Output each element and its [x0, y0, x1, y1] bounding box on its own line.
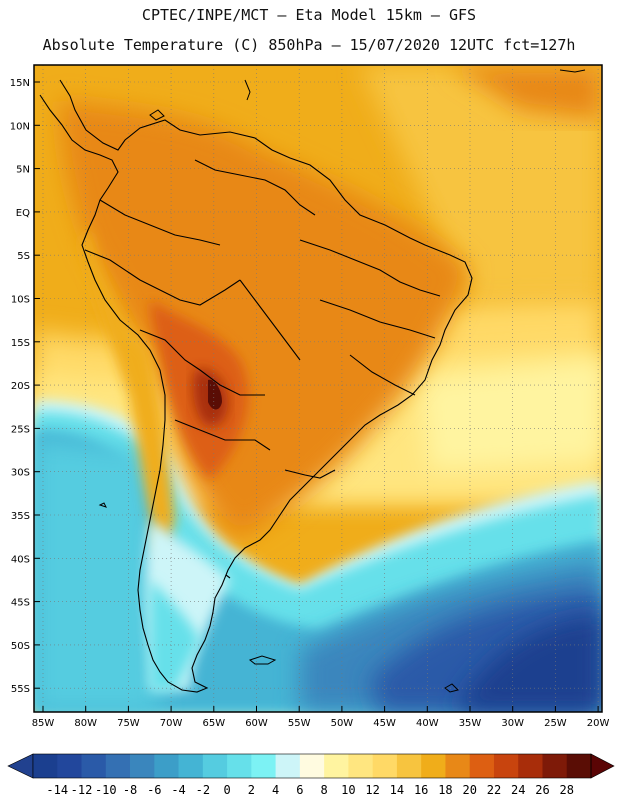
colorbar-swatch — [81, 754, 107, 778]
colorbar-swatch — [518, 754, 543, 778]
lon-label: 35W — [459, 718, 482, 729]
lon-label: 30W — [501, 718, 524, 729]
lat-label: 30S — [11, 468, 30, 479]
lat-label: 40S — [11, 554, 30, 565]
lon-label: 80W — [74, 718, 97, 729]
lon-label: 85W — [32, 718, 55, 729]
colorbar-tick-label: 18 — [438, 783, 452, 797]
colorbar-tick-label: 4 — [272, 783, 279, 797]
colorbar-swatch — [469, 754, 495, 778]
title-line-1: CPTEC/INPE/MCT – Eta Model 15km – GFS — [141, 6, 477, 24]
colorbar-swatch — [202, 754, 228, 778]
colorbar-tick-label: 16 — [414, 783, 428, 797]
lat-label: 5N — [16, 165, 30, 176]
colorbar-tick-label: 10 — [341, 783, 355, 797]
islands — [98, 69, 586, 693]
lat-label: 25S — [11, 424, 30, 435]
lat-label: 15S — [11, 338, 30, 349]
lat-label: 20S — [11, 381, 30, 392]
colorbar-tick-label: 28 — [560, 783, 574, 797]
lon-label: 60W — [245, 718, 268, 729]
colorbar-tick-label: 8 — [321, 783, 328, 797]
colorbar-tick-label: 22 — [487, 783, 501, 797]
colorbar-swatch — [178, 754, 204, 778]
lon-label: 70W — [160, 718, 183, 729]
colorbar-swatch — [251, 754, 277, 778]
colorbar-tick-label: 20 — [462, 783, 476, 797]
colorbar-swatch — [324, 754, 349, 778]
lon-label: 25W — [544, 718, 567, 729]
colorbar-tick-label: 12 — [365, 783, 379, 797]
colorbar-low-arrow — [7, 753, 34, 779]
colorbar-tick-label: 6 — [296, 783, 303, 797]
lat-label: 5S — [17, 251, 30, 262]
lon-label: 50W — [331, 718, 354, 729]
lon-label: 20W — [587, 718, 610, 729]
lat-label: 10S — [11, 295, 30, 306]
colorbar-tick-label: -8 — [123, 783, 137, 797]
title-line-2: Absolute Temperature (C) 850hPa – 15/07/… — [42, 36, 576, 54]
colorbar-swatch — [542, 754, 568, 778]
lon-label: 75W — [117, 718, 140, 729]
colorbar-swatch — [154, 754, 179, 778]
colorbar-swatch — [372, 754, 398, 778]
lat-label: 50S — [11, 641, 30, 652]
colorbar-high-arrow — [590, 753, 615, 779]
lat-label: EQ — [16, 208, 30, 219]
colorbar-swatch — [299, 754, 325, 778]
map-frame — [33, 64, 603, 713]
colorbar-tick-label: -4 — [171, 783, 185, 797]
colorbar-tick-label: -10 — [95, 783, 117, 797]
lat-label: 10N — [10, 121, 30, 132]
colorbar-tick-label: -2 — [196, 783, 210, 797]
colorbar-frame — [32, 753, 592, 779]
colorbar-swatch — [105, 754, 131, 778]
lon-label: 40W — [416, 718, 439, 729]
colorbar-swatch — [566, 754, 592, 778]
colorbar-swatch — [33, 754, 58, 778]
temperature-field — [34, 65, 602, 712]
colorbar-tick-label: -6 — [147, 783, 161, 797]
colorbar: -14 -12 -10 -8 -6 -4 -2 0 2 4 6 8 10 12 14 16 18 20 22 24 26… — [7, 753, 615, 797]
colorbar-swatch — [130, 754, 155, 778]
colorbar-swatch — [275, 754, 301, 778]
colorbar-tick-label: 2 — [248, 783, 255, 797]
lat-label: 15N — [10, 78, 30, 89]
lat-label: 35S — [11, 511, 30, 522]
colorbar-swatch — [348, 754, 374, 778]
colorbar-tick-label: 26 — [535, 783, 549, 797]
coastlines — [39, 79, 473, 693]
colorbar-tick-label: 24 — [511, 783, 525, 797]
colorbar-swatch — [396, 754, 422, 778]
colorbar-swatch — [493, 754, 519, 778]
colorbar-tick-label: -12 — [71, 783, 93, 797]
lon-label: 45W — [373, 718, 396, 729]
latitude-labels: 15N 10N 5N EQ 5S 10S 15S 20S 25S 30S 35S 40S 45S 50S 5… — [10, 78, 40, 695]
colorbar-swatch — [445, 754, 471, 778]
longitude-labels: 85W 80W 75W 70W 65W 60W 55W 50W 45W 40W 35W 30W 25W 2… — [32, 706, 610, 729]
lon-label: 55W — [288, 718, 311, 729]
colorbar-tick-label: 0 — [223, 783, 230, 797]
colorbar-swatch — [421, 754, 446, 778]
colorbar-tick-label: 14 — [390, 783, 404, 797]
lat-label: 45S — [11, 598, 30, 609]
lat-label: 55S — [11, 684, 30, 695]
colorbar-swatch — [227, 754, 252, 778]
lat-lon-grid — [34, 65, 602, 712]
lon-label: 65W — [202, 718, 225, 729]
colorbar-tick-label: -14 — [46, 783, 68, 797]
colorbar-swatch — [57, 754, 82, 778]
